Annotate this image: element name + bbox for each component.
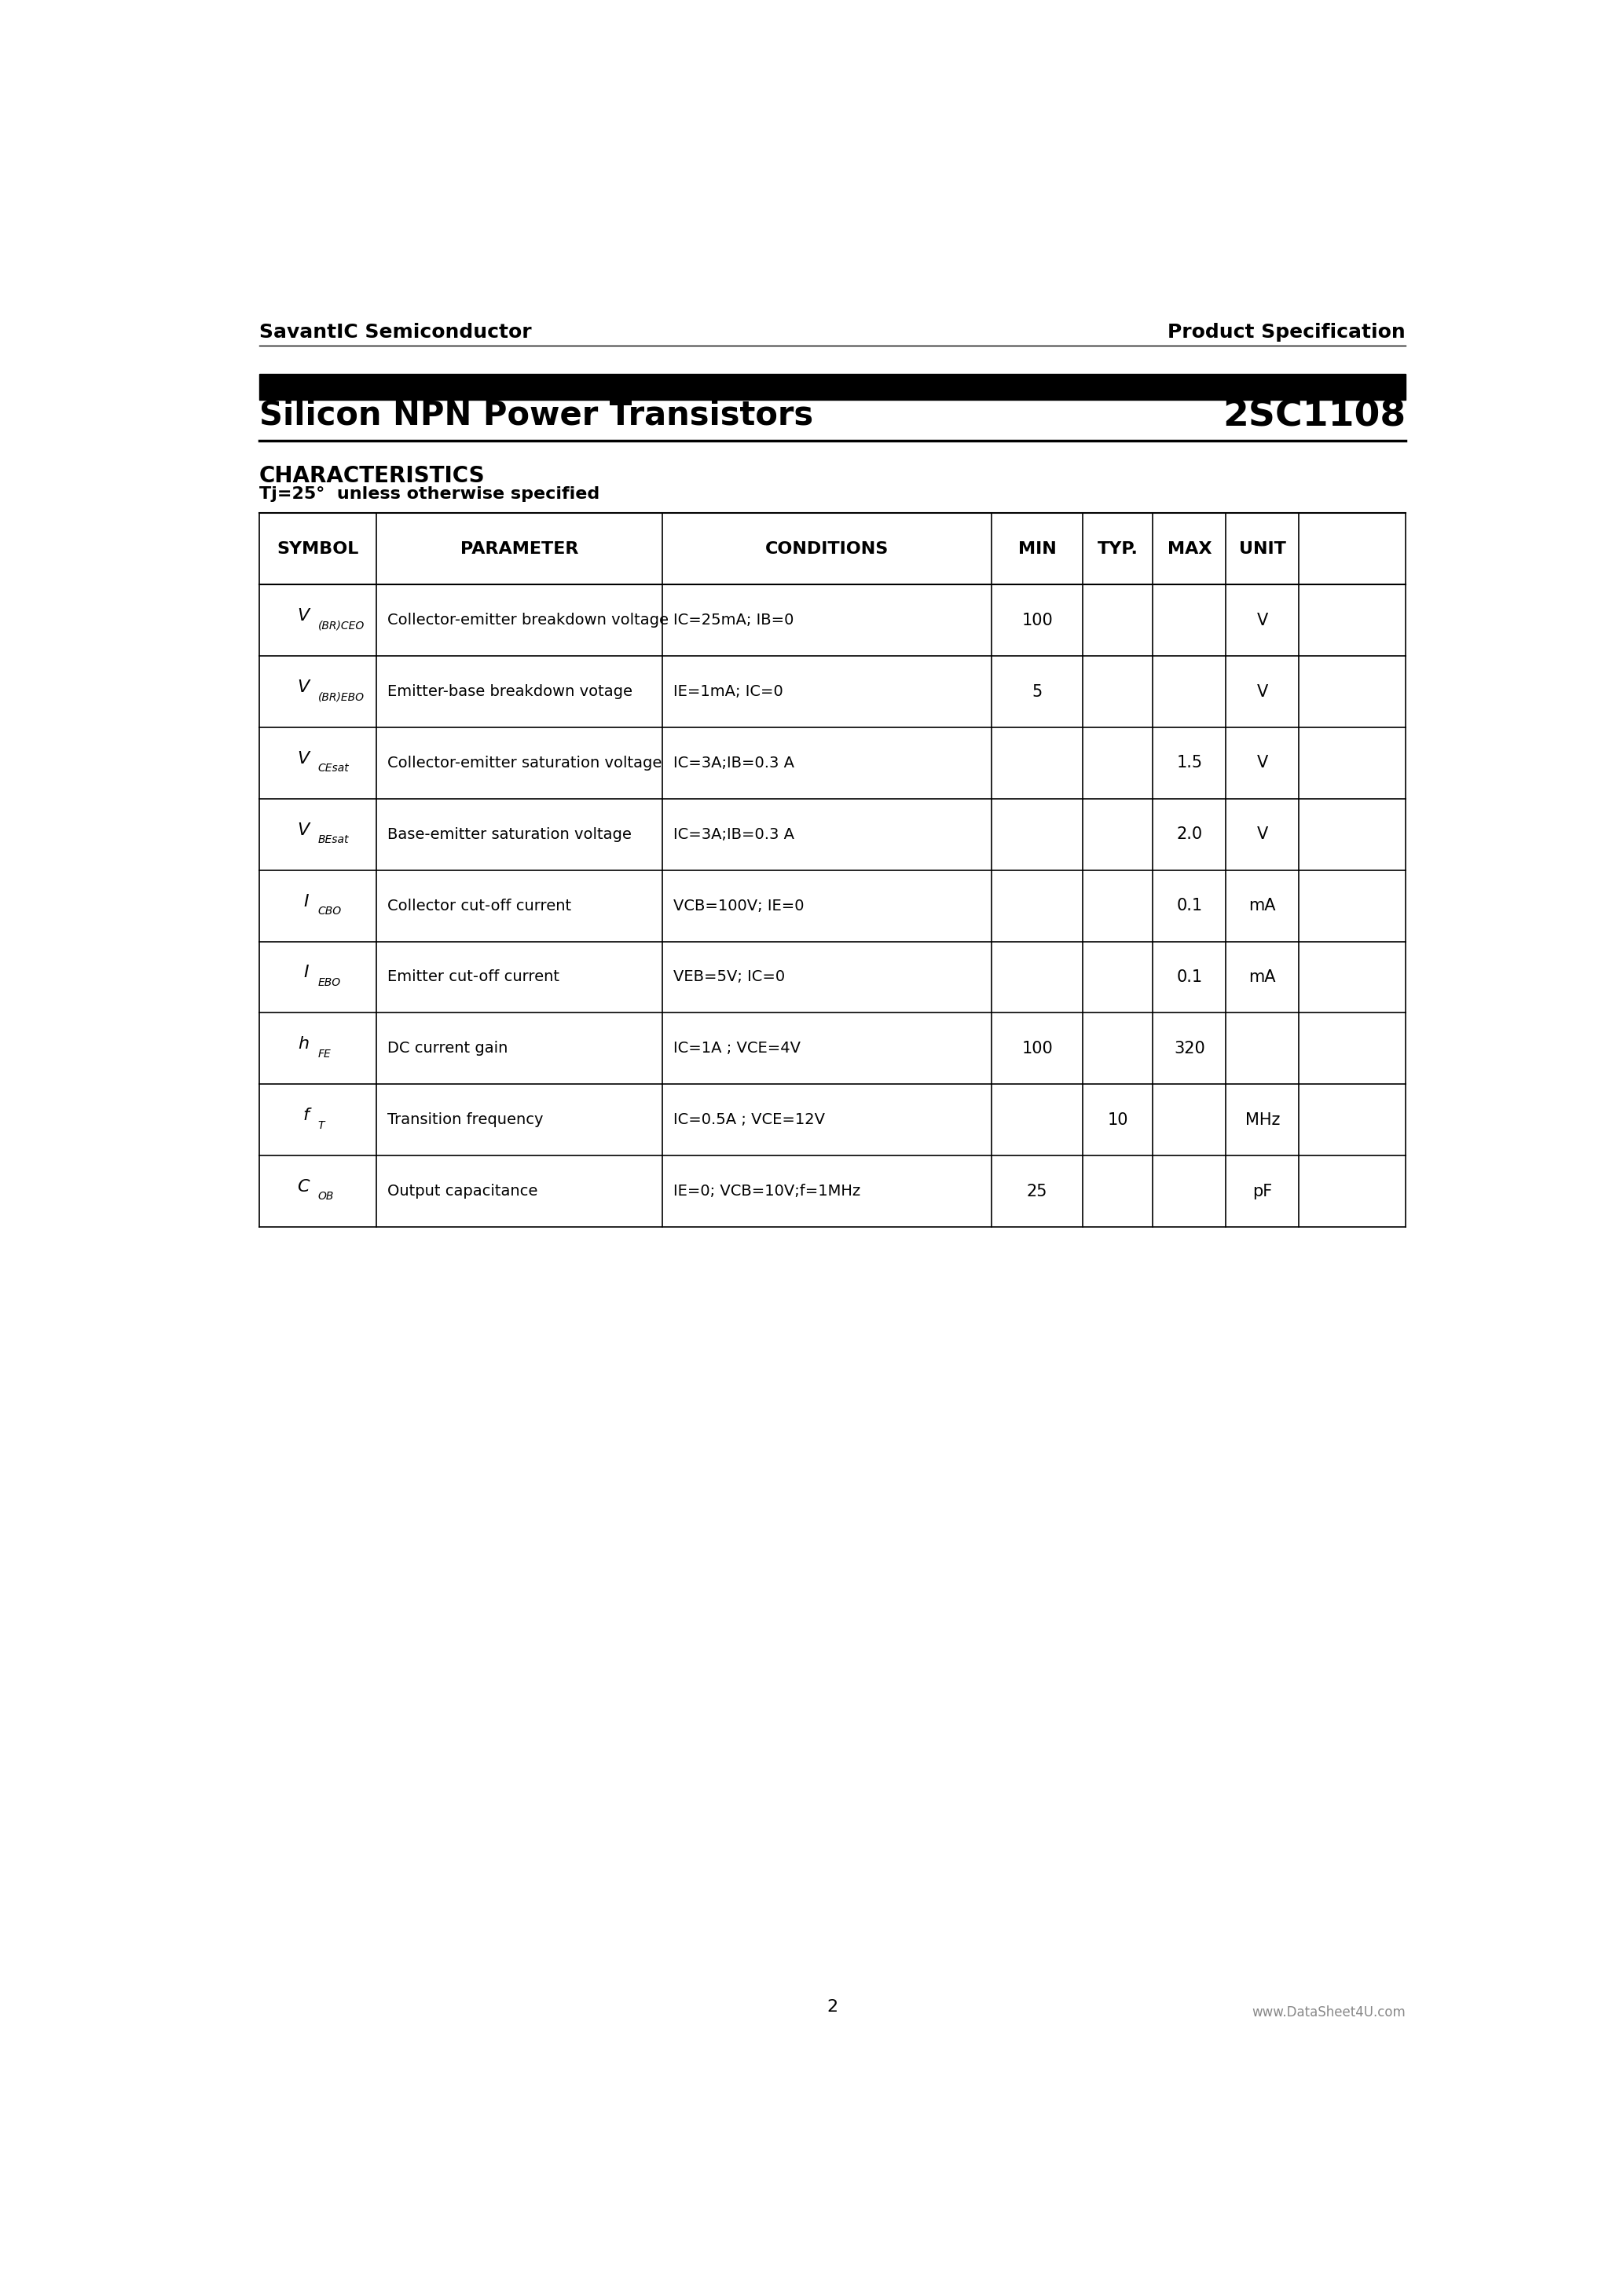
Text: 0.1: 0.1 xyxy=(1176,898,1202,914)
Text: Silicon NPN Power Transistors: Silicon NPN Power Transistors xyxy=(258,397,814,432)
Text: SavantIC Semiconductor: SavantIC Semiconductor xyxy=(258,324,531,342)
Text: 1.5: 1.5 xyxy=(1176,755,1202,771)
Text: EBO: EBO xyxy=(318,978,341,987)
Text: Base-emitter saturation voltage: Base-emitter saturation voltage xyxy=(388,827,632,843)
Text: MHz: MHz xyxy=(1246,1111,1280,1127)
Text: mA: mA xyxy=(1249,898,1276,914)
Text: V: V xyxy=(297,822,309,838)
Text: 100: 100 xyxy=(1021,613,1052,629)
Text: IC=3A;IB=0.3 A: IC=3A;IB=0.3 A xyxy=(674,827,794,843)
Text: Collector-emitter breakdown voltage: Collector-emitter breakdown voltage xyxy=(388,613,669,627)
Text: www.DataSheet4U.com: www.DataSheet4U.com xyxy=(1252,2004,1406,2018)
Text: V: V xyxy=(1257,613,1268,629)
Text: 10: 10 xyxy=(1108,1111,1129,1127)
Text: 320: 320 xyxy=(1174,1040,1205,1056)
Text: I: I xyxy=(304,964,309,980)
Text: C: C xyxy=(297,1180,309,1194)
Text: Tj=25°  unless otherwise specified: Tj=25° unless otherwise specified xyxy=(258,487,599,503)
Text: Transition frequency: Transition frequency xyxy=(388,1111,544,1127)
Text: CHARACTERISTICS: CHARACTERISTICS xyxy=(258,464,486,487)
Text: IC=3A;IB=0.3 A: IC=3A;IB=0.3 A xyxy=(674,755,794,771)
Text: 100: 100 xyxy=(1021,1040,1052,1056)
Text: V: V xyxy=(1257,827,1268,843)
Text: CEsat: CEsat xyxy=(318,762,349,774)
Text: 2SC1108: 2SC1108 xyxy=(1223,397,1406,434)
Text: pF: pF xyxy=(1252,1182,1273,1199)
Text: Collector cut-off current: Collector cut-off current xyxy=(388,898,572,914)
Text: CONDITIONS: CONDITIONS xyxy=(765,542,888,556)
Text: T: T xyxy=(318,1120,325,1132)
Text: VEB=5V; IC=0: VEB=5V; IC=0 xyxy=(674,969,786,985)
Text: TYP.: TYP. xyxy=(1098,542,1138,556)
Text: IE=0; VCB=10V;f=1MHz: IE=0; VCB=10V;f=1MHz xyxy=(674,1185,861,1199)
Text: Output capacitance: Output capacitance xyxy=(388,1185,538,1199)
Text: MIN: MIN xyxy=(1018,542,1056,556)
Text: f: f xyxy=(302,1107,309,1123)
Text: mA: mA xyxy=(1249,969,1276,985)
Text: V: V xyxy=(297,608,309,625)
Text: CBO: CBO xyxy=(318,905,341,916)
Text: IC=25mA; IB=0: IC=25mA; IB=0 xyxy=(674,613,794,627)
Text: (BR)EBO: (BR)EBO xyxy=(318,691,364,703)
Text: PARAMETER: PARAMETER xyxy=(461,542,578,556)
Text: FE: FE xyxy=(318,1049,331,1058)
Text: SYMBOL: SYMBOL xyxy=(276,542,359,556)
Text: UNIT: UNIT xyxy=(1239,542,1286,556)
Text: V: V xyxy=(1257,684,1268,700)
Text: 2: 2 xyxy=(827,2000,838,2016)
Text: Emitter cut-off current: Emitter cut-off current xyxy=(388,969,560,985)
Text: IC=1A ; VCE=4V: IC=1A ; VCE=4V xyxy=(674,1040,801,1056)
Text: IC=0.5A ; VCE=12V: IC=0.5A ; VCE=12V xyxy=(674,1111,825,1127)
Text: Product Specification: Product Specification xyxy=(1168,324,1406,342)
Text: 2.0: 2.0 xyxy=(1176,827,1202,843)
Text: 25: 25 xyxy=(1026,1182,1047,1199)
Text: BEsat: BEsat xyxy=(318,833,349,845)
Text: VCB=100V; IE=0: VCB=100V; IE=0 xyxy=(674,898,804,914)
Text: 5: 5 xyxy=(1031,684,1043,700)
Text: V: V xyxy=(297,680,309,696)
Bar xyxy=(258,374,1406,400)
Text: DC current gain: DC current gain xyxy=(388,1040,508,1056)
Text: V: V xyxy=(1257,755,1268,771)
Text: h: h xyxy=(297,1035,309,1052)
Text: OB: OB xyxy=(318,1192,335,1203)
Text: 0.1: 0.1 xyxy=(1176,969,1202,985)
Text: I: I xyxy=(304,893,309,909)
Text: V: V xyxy=(297,751,309,767)
Text: Collector-emitter saturation voltage: Collector-emitter saturation voltage xyxy=(388,755,663,771)
Text: MAX: MAX xyxy=(1168,542,1212,556)
Text: Emitter-base breakdown votage: Emitter-base breakdown votage xyxy=(388,684,633,698)
Text: (BR)CEO: (BR)CEO xyxy=(318,620,364,631)
Text: IE=1mA; IC=0: IE=1mA; IC=0 xyxy=(674,684,783,698)
